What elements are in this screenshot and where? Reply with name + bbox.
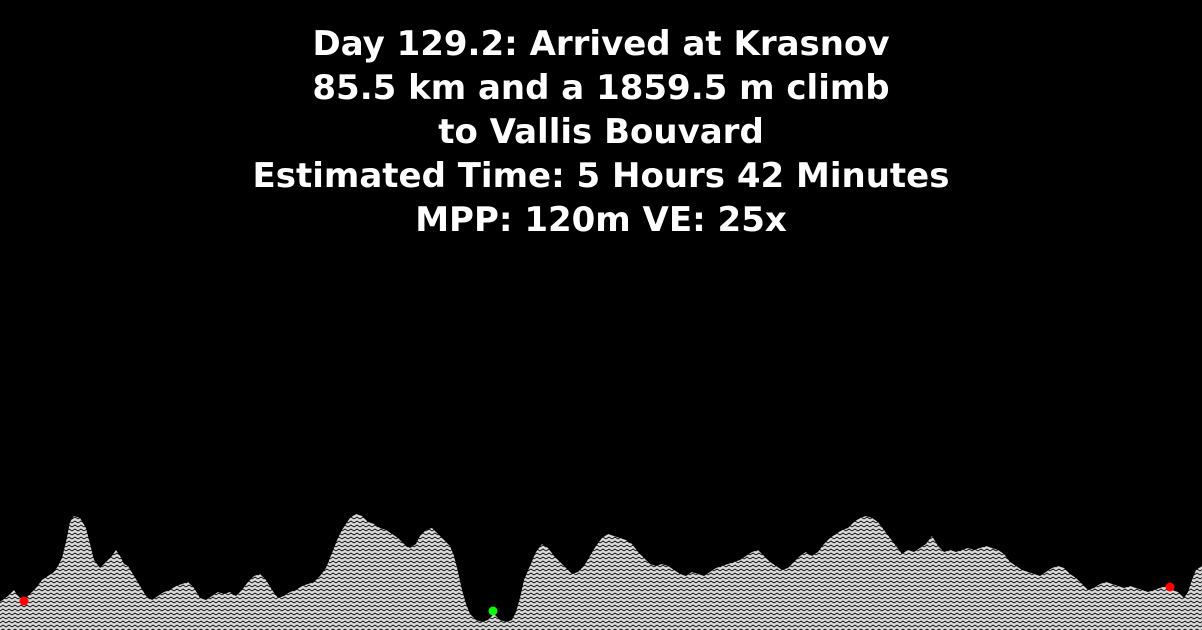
route-info-overlay: Day 129.2: Arrived at Krasnov 85.5 km an… — [0, 22, 1202, 242]
scale-info-text: MPP: 120m VE: 25x — [415, 200, 787, 240]
destination-text: to Vallis Bouvard — [438, 112, 764, 152]
terrain-silhouette — [0, 514, 1202, 630]
distance-climb-text: 85.5 km and a 1859.5 m climb — [312, 68, 890, 108]
day-arrival-title: Day 129.2: Arrived at Krasnov — [312, 24, 890, 64]
current-position-marker — [488, 606, 498, 616]
start-point-marker — [19, 596, 29, 606]
end-point-marker — [1165, 582, 1175, 592]
estimated-time-text: Estimated Time: 5 Hours 42 Minutes — [252, 156, 950, 196]
